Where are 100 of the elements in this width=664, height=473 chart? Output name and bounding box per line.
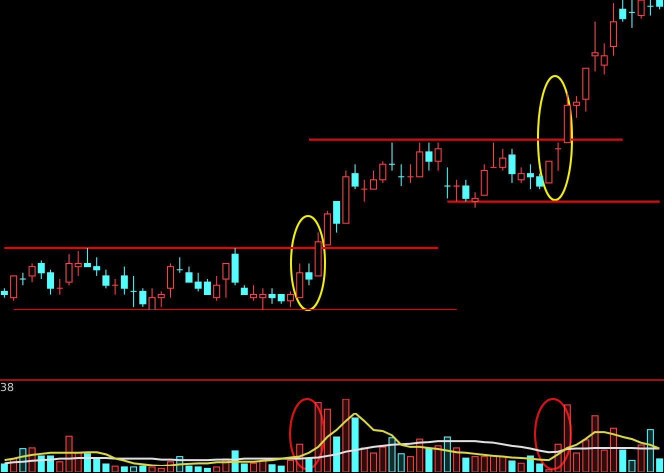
candlestick (268, 288, 276, 304)
candlestick (518, 166, 525, 184)
bar (379, 446, 386, 472)
bar (462, 458, 470, 472)
candlestick (120, 266, 128, 295)
bar (112, 466, 119, 472)
bar (480, 456, 488, 472)
bar (194, 466, 202, 472)
bar (545, 469, 552, 472)
candlestick (204, 278, 211, 295)
bar (646, 429, 654, 472)
candlestick (102, 269, 110, 289)
bar (185, 466, 192, 472)
bar (573, 452, 580, 472)
candlestick (444, 166, 451, 199)
candlestick (0, 288, 8, 298)
bar (518, 462, 525, 472)
candlestick (406, 164, 414, 184)
bar (0, 463, 8, 472)
bar (592, 415, 599, 472)
bar (536, 463, 544, 472)
candlestick (545, 160, 552, 184)
candlestick (526, 164, 534, 190)
bar (120, 466, 128, 472)
candlestick (74, 250, 82, 276)
bar (278, 466, 285, 472)
candlestick (148, 288, 156, 310)
bar (259, 460, 266, 472)
bar (268, 464, 276, 472)
candlestick (554, 142, 562, 171)
candlestick (167, 263, 174, 298)
candlestick (379, 160, 386, 184)
candlestick (38, 260, 45, 280)
bar (600, 450, 608, 472)
bar (65, 436, 72, 472)
bar (628, 460, 636, 472)
candlestick (19, 272, 26, 286)
candlestick (499, 148, 506, 171)
candlestick (656, 0, 664, 10)
candlestick (47, 269, 54, 295)
bar (370, 452, 378, 472)
candlestick (600, 42, 608, 75)
bar (619, 450, 626, 472)
bar (324, 408, 331, 472)
candlestick (646, 0, 654, 16)
bar (582, 439, 590, 472)
candlestick (619, 0, 626, 22)
candlestick (398, 164, 405, 186)
candlestick (185, 266, 192, 283)
candlestick (84, 248, 91, 268)
candlestick (352, 164, 359, 190)
bar (499, 456, 506, 472)
candlestick (388, 142, 396, 171)
bar (213, 466, 220, 472)
candlestick (222, 263, 230, 298)
bar (240, 463, 248, 472)
candlestick (333, 201, 340, 233)
bar (139, 466, 146, 472)
bar (398, 453, 405, 472)
bar (250, 462, 258, 472)
candlestick (434, 142, 442, 171)
candlestick (176, 256, 184, 274)
candlestick (462, 179, 470, 202)
candlestick (472, 192, 479, 208)
candlestick (112, 278, 119, 295)
candlestick (573, 96, 580, 118)
candlestick (28, 263, 36, 283)
candlestick (592, 21, 599, 72)
bar (305, 458, 312, 472)
candlestick (360, 179, 368, 202)
candlestick (453, 179, 460, 202)
bar (434, 445, 442, 472)
candlestick (10, 275, 18, 302)
candlestick (130, 275, 138, 308)
candlestick (158, 290, 165, 308)
bar (508, 460, 516, 472)
candlestick (65, 254, 72, 286)
candlestick (508, 148, 516, 184)
bar (204, 468, 211, 472)
bar (453, 447, 460, 472)
candlestick (425, 142, 432, 171)
bar (638, 444, 645, 472)
bar (656, 458, 664, 472)
candlestick (490, 142, 497, 168)
bar (425, 448, 432, 472)
candlestick (240, 284, 248, 295)
bar (406, 456, 414, 472)
candlestick (139, 288, 146, 308)
bar (56, 461, 64, 472)
candlestick (250, 284, 258, 302)
bar (130, 466, 138, 472)
candlestick (278, 294, 285, 304)
bar (360, 447, 368, 472)
bar (93, 458, 100, 472)
candlestick (259, 288, 266, 310)
candlestick (628, 0, 636, 28)
bar (388, 437, 396, 472)
candlestick (370, 170, 378, 190)
bar (472, 456, 479, 472)
candlestick (286, 290, 294, 308)
